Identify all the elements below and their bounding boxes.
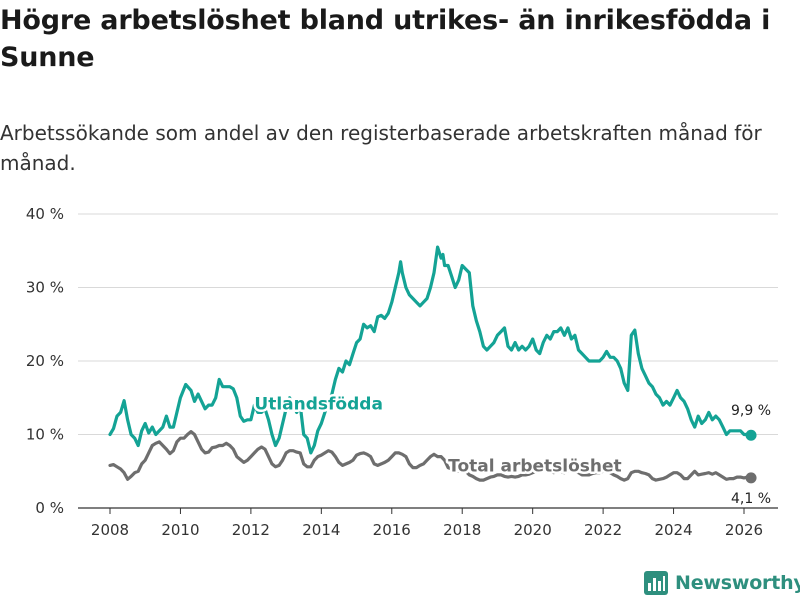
logo-text: Newsworthy (675, 572, 800, 594)
series-label-total: Total arbetslöshet (448, 456, 622, 476)
y-tick-label: 30 % (26, 279, 64, 297)
series-end-marker (745, 472, 757, 484)
end-value-label: 9,9 % (731, 403, 771, 419)
series-line-total (108, 430, 753, 482)
series-line-utlandsfodda (108, 245, 753, 455)
series-label-halo: Utlandsfödda (254, 395, 383, 415)
x-tick-label: 2012 (232, 521, 270, 539)
x-tick-label: 2008 (91, 521, 129, 539)
y-tick-label: 10 % (26, 426, 64, 444)
end-value-label: 4,1 % (731, 491, 771, 507)
series-label-utlandsfodda: Utlandsfödda (254, 395, 383, 415)
series-end-marker (745, 429, 757, 441)
x-tick-label: 2024 (654, 521, 692, 539)
bar-chart-logo-icon (644, 571, 668, 595)
x-tick-label: 2014 (302, 521, 340, 539)
x-tick-label: 2016 (373, 521, 411, 539)
x-tick-label: 2022 (584, 521, 622, 539)
chart-title: Högre arbetslöshet bland utrikes- än inr… (0, 5, 771, 73)
series-label-halo: Total arbetslöshet (448, 456, 622, 476)
x-tick-label: 2026 (725, 521, 763, 539)
newsworthy-logo: Newsworthy (644, 568, 800, 598)
chart-subtitle: Arbetssökande som andel av den registerb… (0, 121, 762, 175)
y-tick-label: 20 % (26, 352, 64, 370)
x-tick-label: 2010 (161, 521, 199, 539)
y-tick-label: 0 % (35, 499, 64, 517)
x-tick-label: 2020 (514, 521, 552, 539)
y-tick-label: 40 % (26, 205, 64, 223)
x-tick-label: 2018 (443, 521, 481, 539)
